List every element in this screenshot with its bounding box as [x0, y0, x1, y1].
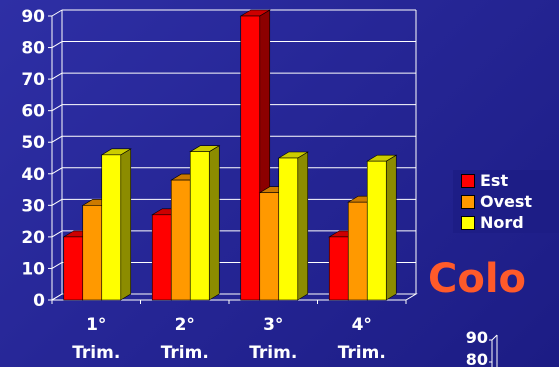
gridline-diag-80: [51, 41, 63, 48]
category-label-2: 2° Trim.: [161, 315, 209, 363]
bar-front: [63, 236, 84, 301]
bar-nord-4: [366, 154, 398, 301]
bar-front: [278, 157, 299, 301]
ytick-label-30: 30: [21, 196, 45, 216]
gridline-diag-40: [51, 167, 63, 175]
bar-side: [120, 148, 132, 301]
ytick-label-80: 80: [21, 39, 45, 59]
category-label-3: 3° Trim.: [249, 315, 297, 363]
bars: [62, 9, 398, 301]
legend-item-nord: Nord: [453, 212, 559, 233]
category-label-1: 1° Trim.: [72, 315, 120, 363]
bar-front: [151, 214, 172, 301]
bar-front: [347, 201, 368, 301]
ytick-label-40: 40: [21, 165, 45, 185]
gridline-diag-90: [51, 9, 63, 17]
category-label-line: 3°: [263, 315, 283, 335]
legend-swatch-nord: [461, 215, 475, 230]
category-label-line: 2°: [175, 315, 195, 335]
ytick-label-70: 70: [21, 70, 45, 90]
mini-tick-80: 80: [466, 350, 488, 367]
legend-item-ovest: Ovest: [453, 191, 559, 212]
bar-front: [328, 236, 349, 301]
gridline-diag-30: [51, 198, 63, 206]
gridline-diag-20: [51, 230, 63, 238]
mini-chart-fragment: 90 80: [466, 328, 498, 367]
bar-front: [82, 205, 103, 301]
overlay-title: Colo: [428, 256, 527, 302]
legend-label-est: Est: [480, 171, 509, 190]
bar-side: [297, 151, 309, 301]
bar-front: [259, 192, 280, 301]
gridline-diag-50: [51, 135, 63, 143]
y-axis-ticks: 0 10 20 30 40 50 60 70 80 90: [21, 7, 45, 311]
legend-swatch-ovest: [461, 194, 475, 209]
ytick-label-10: 10: [21, 259, 45, 279]
ytick-label-0: 0: [33, 291, 45, 311]
legend-label-nord: Nord: [480, 213, 524, 232]
bar-front: [240, 15, 261, 301]
gridline-diag-70: [51, 72, 63, 80]
legend: Est Ovest Nord: [453, 170, 559, 233]
ytick-label-50: 50: [21, 133, 45, 153]
bar-side: [385, 154, 397, 301]
category-label-line: Trim.: [338, 343, 386, 363]
ytick-label-90: 90: [21, 7, 45, 27]
ytick-label-20: 20: [21, 228, 45, 248]
category-label-line: Trim.: [161, 343, 209, 363]
legend-item-est: Est: [453, 170, 559, 191]
bar-nord-3: [277, 151, 309, 301]
ytick-label-60: 60: [21, 102, 45, 122]
bar-front: [101, 154, 122, 301]
mini-tick-90: 90: [466, 328, 488, 347]
category-label-line: 1°: [86, 315, 106, 335]
category-label-4: 4° Trim.: [338, 315, 386, 363]
category-label-line: Trim.: [72, 343, 120, 363]
bar-nord-2: [189, 145, 221, 301]
legend-swatch-est: [461, 173, 475, 188]
legend-label-ovest: Ovest: [480, 192, 533, 211]
mini-axis-top: [491, 334, 498, 341]
bar-front: [189, 151, 210, 301]
bar-nord-1: [100, 148, 132, 301]
bar-side: [208, 145, 220, 301]
gridline-diag-10: [51, 262, 63, 269]
bar-front: [366, 160, 387, 301]
gridline-diag-60: [51, 104, 63, 112]
category-label-line: 4°: [352, 315, 372, 335]
bar-front: [170, 179, 191, 301]
category-label-line: Trim.: [249, 343, 297, 363]
x-axis-labels: 1° Trim. 2° Trim. 3° Trim. 4° Trim.: [72, 315, 386, 363]
